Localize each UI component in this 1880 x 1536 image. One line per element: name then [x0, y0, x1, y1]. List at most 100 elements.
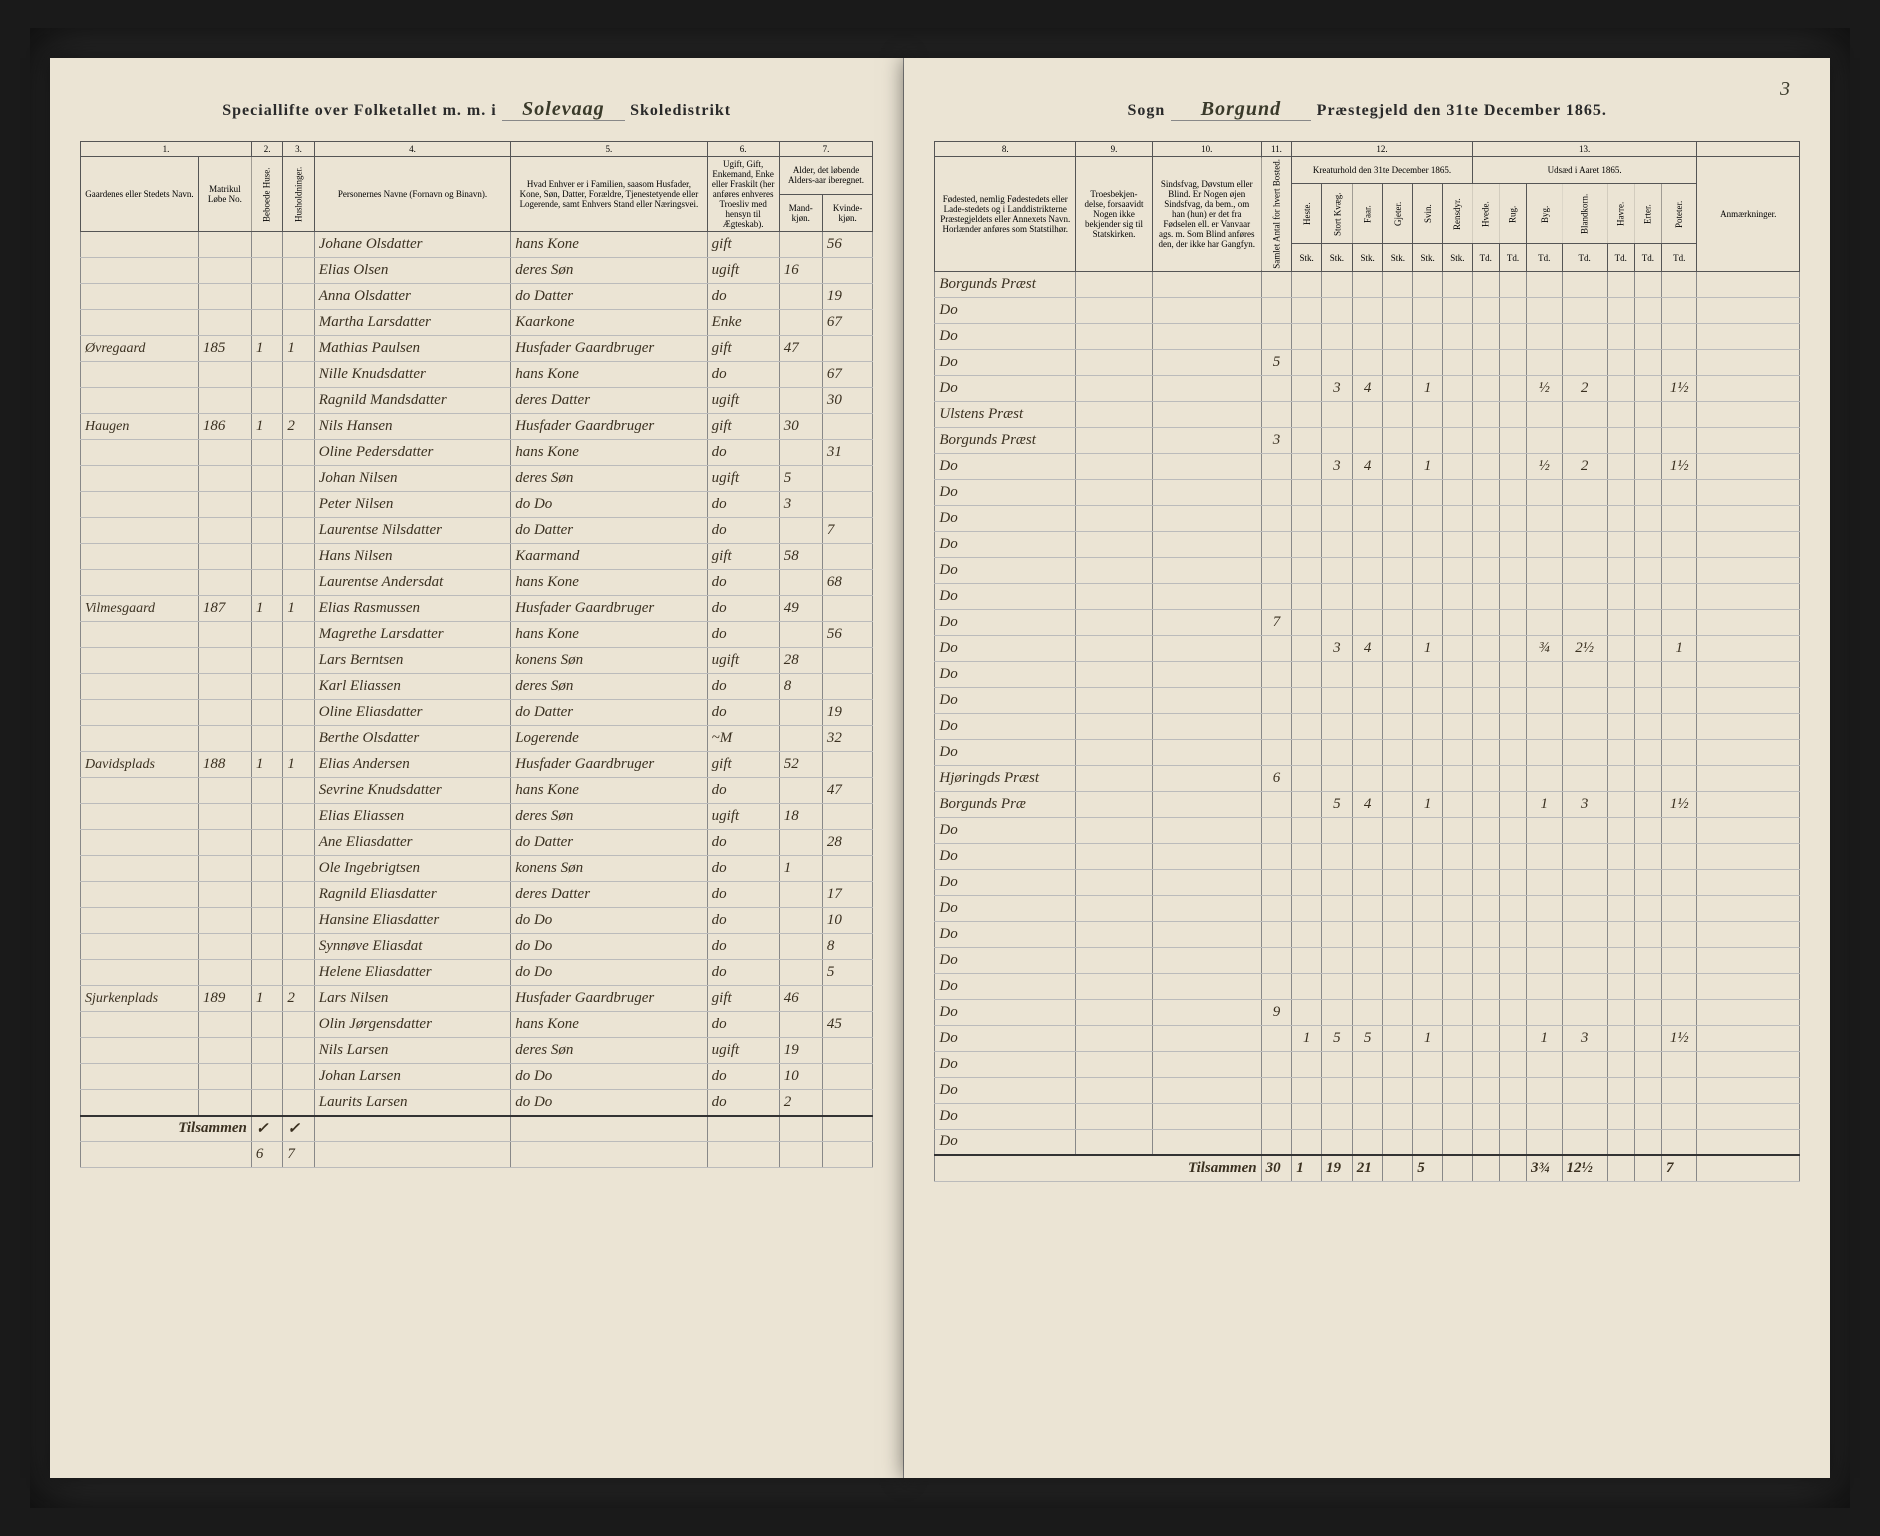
col-tro: Troesbekjen-delse, forsaavidt Nogen ikke…	[1076, 157, 1153, 272]
right-totals-row: Tilsammen 30 1 19 21 5 3¾ 12½ 7	[935, 1155, 1800, 1181]
table-row: Do1551131½	[935, 1025, 1800, 1051]
sogn-name: Borgund	[1171, 98, 1311, 121]
left-totals-row: Tilsammen ✓ ✓	[81, 1116, 873, 1142]
table-row: Do	[935, 869, 1800, 895]
table-row: Do	[935, 947, 1800, 973]
left-page-header: Speciallifte over Folketallet m. m. i So…	[80, 98, 873, 121]
table-row: Do	[935, 297, 1800, 323]
table-row: Do	[935, 1129, 1800, 1155]
table-row: Do	[935, 817, 1800, 843]
table-row: Johan Larsendo Dodo10	[81, 1064, 873, 1090]
col-gaard: Gaardenes eller Stedets Navn.	[81, 157, 199, 232]
col-fodested: Fødested, nemlig Fødestedets eller Lade-…	[935, 157, 1076, 272]
sogn-label: Sogn	[1128, 102, 1166, 119]
right-table-header: 8. 9. 10. 11. 12. 13. Fødested, nemlig F…	[935, 142, 1800, 272]
table-row: Davidsplads18811Elias AndersenHusfader G…	[81, 752, 873, 778]
table-row: Nille Knudsdatterhans Konedo67	[81, 362, 873, 388]
table-row: Johane Olsdatterhans Konegift56	[81, 232, 873, 258]
table-row: Borgunds Præst	[935, 271, 1800, 297]
right-ledger-table: 8. 9. 10. 11. 12. 13. Fødested, nemlig F…	[934, 141, 1800, 1182]
col-hushold: Husholdninger.	[283, 157, 314, 232]
table-row: Do	[935, 557, 1800, 583]
table-row: Do	[935, 505, 1800, 531]
table-row: Lars Berntsenkonens Sønugift28	[81, 648, 873, 674]
table-row: Do341¾2½1	[935, 635, 1800, 661]
table-row: Do	[935, 531, 1800, 557]
table-row: Do	[935, 479, 1800, 505]
table-row: Sevrine Knudsdatterhans Konedo47	[81, 778, 873, 804]
table-row: Berthe OlsdatterLogerende~M32	[81, 726, 873, 752]
table-row: Do7	[935, 609, 1800, 635]
census-ledger-book: Speciallifte over Folketallet m. m. i So…	[30, 28, 1850, 1508]
header-prefix: Speciallifte over Folketallet m. m. i	[222, 102, 496, 119]
col-mand: Mand-kjøn.	[779, 194, 822, 232]
table-row: Ane Eliasdatterdo Datterdo28	[81, 830, 873, 856]
table-row: Oline Pedersdatterhans Konedo31	[81, 440, 873, 466]
table-row: Vilmesgaard18711Elias RasmussenHusfader …	[81, 596, 873, 622]
col-huse: Beboede Huse.	[251, 157, 282, 232]
right-page-header: Sogn Borgund Præstegjeld den 31te Decemb…	[934, 98, 1800, 121]
table-row: Do	[935, 1051, 1800, 1077]
left-totals-row2: 6 7	[81, 1142, 873, 1168]
col-samlet: Samlet Antal for hvert Bosted.	[1261, 157, 1292, 272]
table-row: Do	[935, 583, 1800, 609]
right-page: 3 Sogn Borgund Præstegjeld den 31te Dece…	[904, 58, 1830, 1478]
table-row: Do	[935, 713, 1800, 739]
prestegjeld-label: Præstegjeld den 31te December 1865.	[1317, 102, 1607, 119]
col-kreatur: Kreaturhold den 31te December 1865.	[1292, 157, 1472, 184]
table-row: Martha LarsdatterKaarkoneEnke67	[81, 310, 873, 336]
col-sind: Sindsfvag, Døvstum eller Blind. Er Nogen…	[1152, 157, 1261, 272]
table-row: Laurentse Andersdathans Konedo68	[81, 570, 873, 596]
table-row: Sjurkenplads18912Lars NilsenHusfader Gaa…	[81, 986, 873, 1012]
table-row: Do	[935, 895, 1800, 921]
table-row: Ulstens Præst	[935, 401, 1800, 427]
col-kvinde: Kvinde-kjøn.	[822, 194, 872, 232]
col-anm: Anmærkninger.	[1697, 157, 1800, 272]
table-row: Hjøringds Præst6	[935, 765, 1800, 791]
col-alder: Alder, det løbende Alders-aar iberegnet.	[779, 157, 873, 195]
table-row: Helene Eliasdatterdo Dodo5	[81, 960, 873, 986]
table-row: Elias Eliassenderes Sønugift18	[81, 804, 873, 830]
table-row: Elias Olsenderes Sønugift16	[81, 258, 873, 284]
col-familie: Hvad Enhver er i Familien, saasom Husfad…	[511, 157, 707, 232]
table-row: Do	[935, 973, 1800, 999]
table-row: Anna Olsdatterdo Datterdo19	[81, 284, 873, 310]
table-row: Do9	[935, 999, 1800, 1025]
right-table-body: Borgunds PræstDoDoDo5Do341½21½Ulstens Pr…	[935, 271, 1800, 1155]
table-row: Ragnild Eliasdatterderes Datterdo17	[81, 882, 873, 908]
table-row: Olin Jørgensdatterhans Konedo45	[81, 1012, 873, 1038]
table-row: Borgunds Præst3	[935, 427, 1800, 453]
table-row: Laurentse Nilsdatterdo Datterdo7	[81, 518, 873, 544]
table-row: Do341½21½	[935, 375, 1800, 401]
district-name: Solevaag	[502, 98, 624, 121]
table-row: Haugen18612Nils HansenHusfader Gaardbrug…	[81, 414, 873, 440]
col-matrikul: Matrikul Løbe No.	[198, 157, 251, 232]
table-row: Hansine Eliasdatterdo Dodo10	[81, 908, 873, 934]
table-row: Peter Nilsendo Dodo3	[81, 492, 873, 518]
table-row: Oline Eliasdatterdo Datterdo19	[81, 700, 873, 726]
table-row: Ole Ingebrigtsenkonens Søndo1	[81, 856, 873, 882]
table-row: Øvregaard18511Mathias PaulsenHusfader Ga…	[81, 336, 873, 362]
table-row: Hans NilsenKaarmandgift58	[81, 544, 873, 570]
left-page: Speciallifte over Folketallet m. m. i So…	[50, 58, 904, 1478]
page-number: 3	[1780, 78, 1790, 101]
left-table-header: 1. 2. 3. 4. 5. 6. 7. Gaardenes eller Ste…	[81, 142, 873, 232]
left-table-body: Johane Olsdatterhans Konegift56Elias Ols…	[81, 232, 873, 1116]
table-row: Magrethe Larsdatterhans Konedo56	[81, 622, 873, 648]
table-row: Do	[935, 921, 1800, 947]
header-suffix: Skoledistrikt	[630, 102, 731, 119]
table-row: Do	[935, 843, 1800, 869]
left-ledger-table: 1. 2. 3. 4. 5. 6. 7. Gaardenes eller Ste…	[80, 141, 873, 1168]
table-row: Do	[935, 687, 1800, 713]
table-row: Do	[935, 323, 1800, 349]
table-row: Do	[935, 739, 1800, 765]
table-row: Do	[935, 1077, 1800, 1103]
col-udsaed: Udsæd i Aaret 1865.	[1472, 157, 1697, 184]
table-row: Do	[935, 1103, 1800, 1129]
col-stand: Ugift, Gift, Enkemand, Enke eller Fraski…	[707, 157, 779, 232]
table-row: Do5	[935, 349, 1800, 375]
col-navne: Personernes Navne (Fornavn og Binavn).	[314, 157, 510, 232]
table-row: Laurits Larsendo Dodo2	[81, 1090, 873, 1116]
table-row: Johan Nilsenderes Sønugift5	[81, 466, 873, 492]
table-row: Do	[935, 661, 1800, 687]
